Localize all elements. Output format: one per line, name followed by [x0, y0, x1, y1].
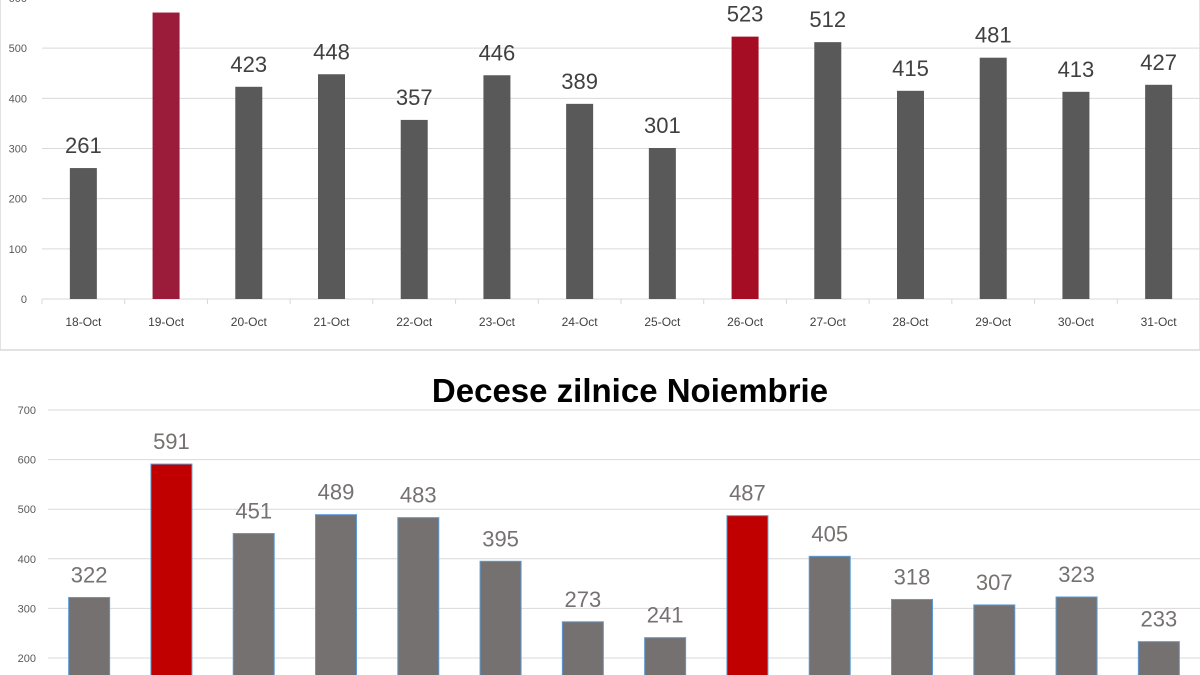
data-label: 523 — [727, 2, 764, 27]
y-tick-label: 100 — [9, 244, 27, 256]
data-label: 395 — [482, 526, 519, 551]
november-chart: Decese zilnice Noiembrie 200 300 400 500 600… — [18, 372, 1200, 675]
october-chart: 0 100 200 300 400 500 600 261 18-Oct 19-Oct 423 20-… — [0, 0, 1200, 351]
bar — [1137, 641, 1180, 675]
bar — [397, 517, 440, 675]
data-label: 423 — [230, 52, 267, 77]
bar — [315, 514, 357, 675]
x-tick-label: 29-Oct — [975, 315, 1012, 329]
y-tick-label: 300 — [9, 144, 27, 156]
y-tick-label: 0 — [21, 294, 27, 306]
bar — [979, 57, 1007, 299]
bar — [1055, 596, 1098, 675]
data-label: 483 — [400, 483, 437, 508]
bar — [400, 119, 428, 299]
data-label: 451 — [235, 499, 272, 524]
x-tick-label: 21-Oct — [313, 315, 350, 329]
november-chart-title: Decese zilnice Noiembrie — [432, 372, 828, 409]
bar — [1062, 91, 1090, 299]
x-tick-label: 24-Oct — [562, 315, 599, 329]
data-label: 413 — [1058, 57, 1095, 82]
bar — [235, 86, 263, 299]
data-label: 487 — [729, 481, 766, 506]
x-tick-label: 31-Oct — [1141, 315, 1178, 329]
data-label: 233 — [1140, 607, 1177, 632]
data-label: 448 — [313, 39, 350, 64]
data-label: 261 — [65, 133, 102, 158]
y-tick-label: 200 — [18, 653, 36, 665]
data-label: 307 — [976, 570, 1013, 595]
y-tick-label: 500 — [9, 43, 27, 55]
data-label: 389 — [561, 69, 598, 94]
data-label: 322 — [71, 562, 108, 587]
bar — [731, 36, 759, 300]
data-label: 489 — [318, 480, 355, 505]
y-tick-label: 400 — [18, 554, 36, 566]
data-label: 301 — [644, 113, 681, 138]
data-label: 357 — [396, 85, 433, 110]
x-tick-label: 25-Oct — [644, 315, 681, 329]
bar — [897, 90, 924, 299]
data-label: 323 — [1058, 562, 1095, 587]
data-label: 481 — [975, 23, 1012, 48]
x-tick-label: 26-Oct — [727, 315, 764, 329]
y-tick-label: 400 — [9, 93, 27, 105]
bar — [726, 515, 769, 675]
bar — [566, 103, 594, 299]
bar — [1145, 84, 1173, 299]
x-tick-label: 18-Oct — [65, 315, 102, 329]
y-tick-label: 700 — [18, 405, 36, 417]
x-tick-label: 28-Oct — [892, 315, 929, 329]
bar — [808, 555, 851, 675]
bar — [483, 75, 511, 299]
data-label: 405 — [811, 521, 848, 546]
bar — [648, 147, 676, 299]
bar — [150, 463, 193, 675]
data-label: 446 — [479, 40, 516, 65]
x-tick-label: 30-Oct — [1058, 315, 1095, 329]
bar — [479, 560, 522, 675]
x-tick-label: 19-Oct — [148, 315, 185, 329]
data-label: 591 — [153, 429, 190, 454]
y-tick-label: 500 — [18, 504, 36, 516]
bar — [232, 533, 275, 675]
y-tick-label: 200 — [9, 194, 27, 206]
y-tick-label: 600 — [9, 0, 27, 5]
bar — [561, 621, 604, 675]
bar — [644, 637, 687, 675]
y-tick-label: 300 — [18, 603, 36, 615]
x-tick-label: 27-Oct — [810, 315, 847, 329]
data-label: 415 — [892, 56, 929, 81]
bar — [891, 598, 933, 675]
bar — [973, 604, 1016, 675]
bar — [152, 12, 180, 299]
data-label: 241 — [647, 603, 684, 628]
bar — [814, 42, 842, 299]
october-chart-frame — [0, 0, 1200, 351]
data-label: 273 — [564, 587, 601, 612]
data-label: 512 — [809, 7, 846, 32]
x-tick-label: 22-Oct — [396, 315, 433, 329]
bar — [69, 168, 97, 299]
bar — [68, 596, 111, 675]
x-tick-label: 23-Oct — [479, 315, 516, 329]
data-label: 318 — [894, 564, 931, 589]
x-tick-label: 20-Oct — [231, 315, 268, 329]
bar — [318, 74, 345, 300]
y-tick-label: 600 — [18, 455, 36, 467]
data-label: 427 — [1140, 50, 1177, 75]
